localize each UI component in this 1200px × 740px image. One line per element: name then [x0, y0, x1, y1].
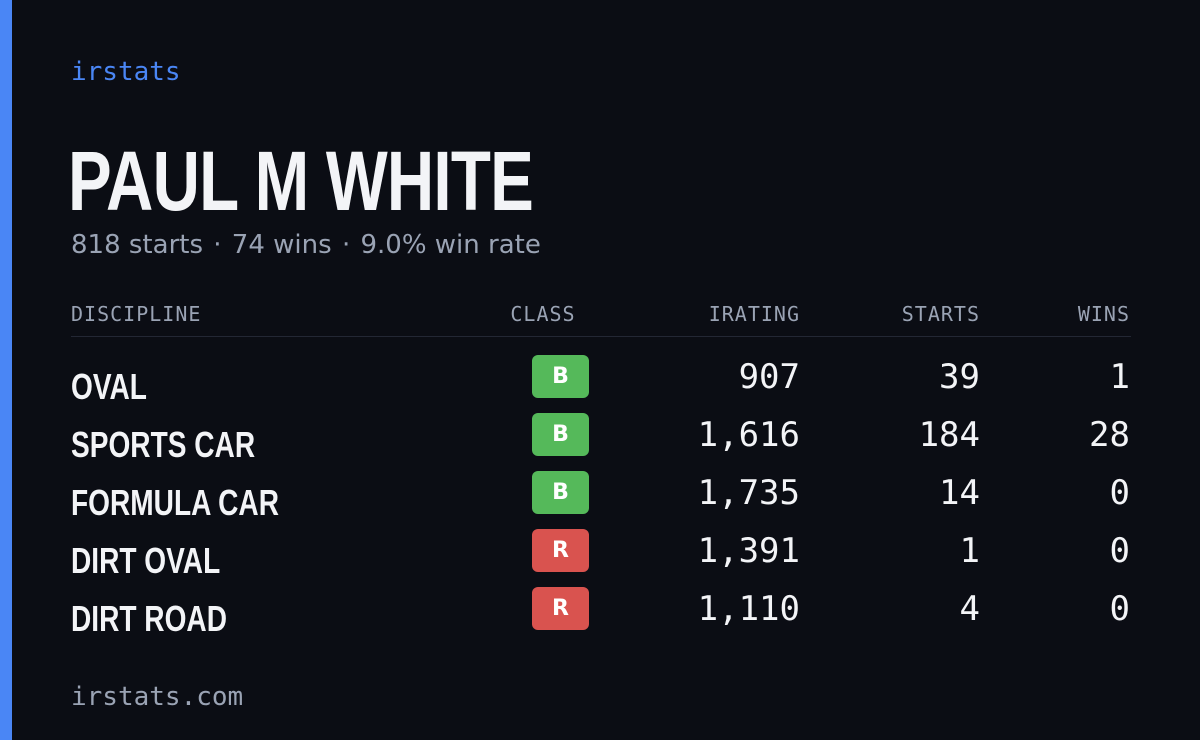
starts-count: 818 starts: [71, 230, 203, 260]
footer-url[interactable]: irstats.com: [71, 682, 244, 712]
table-header: DISCIPLINE CLASS IRATING STARTS WINS: [71, 296, 1131, 337]
header-discipline: DISCIPLINE: [71, 302, 202, 326]
class-badge: B: [532, 471, 589, 514]
table-row: DIRT ROAD R 1,110 4 0: [71, 585, 1131, 643]
brand-logo[interactable]: irstats: [71, 57, 181, 87]
irating-value: 907: [738, 357, 800, 397]
table-row: FORMULA CAR B 1,735 14 0: [71, 469, 1131, 527]
header-wins: WINS: [1077, 302, 1130, 326]
discipline-name: SPORTS CAR: [71, 424, 256, 465]
discipline-table: DISCIPLINE CLASS IRATING STARTS WINS OVA…: [71, 296, 1131, 643]
separator: ·: [213, 230, 222, 260]
class-badge: B: [532, 413, 589, 456]
table-row: OVAL B 907 39 1: [71, 353, 1131, 411]
class-badge: R: [532, 529, 589, 572]
driver-name: PAUL M WHITE: [68, 134, 534, 228]
class-badge: R: [532, 587, 589, 630]
discipline-name: DIRT ROAD: [71, 598, 227, 639]
irating-value: 1,616: [697, 415, 800, 455]
discipline-name: DIRT OVAL: [71, 540, 221, 581]
irating-value: 1,391: [697, 531, 800, 571]
header-irating: IRATING: [708, 302, 800, 326]
starts-value: 184: [918, 415, 980, 455]
driver-summary: 818 starts · 74 wins · 9.0% win rate: [71, 228, 541, 262]
discipline-name: OVAL: [71, 366, 147, 407]
table-row: SPORTS CAR B 1,616 184 28: [71, 411, 1131, 469]
starts-value: 1: [959, 531, 980, 571]
header-starts: STARTS: [901, 302, 980, 326]
starts-value: 14: [939, 473, 980, 513]
class-badge: B: [532, 355, 589, 398]
table-row: DIRT OVAL R 1,391 1 0: [71, 527, 1131, 585]
starts-value: 39: [939, 357, 980, 397]
irating-value: 1,735: [697, 473, 800, 513]
wins-value: 28: [1089, 415, 1130, 455]
wins-value: 0: [1109, 589, 1130, 629]
wins-count: 74 wins: [231, 230, 332, 260]
wins-value: 1: [1109, 357, 1130, 397]
starts-value: 4: [959, 589, 980, 629]
wins-value: 0: [1109, 473, 1130, 513]
discipline-name: FORMULA CAR: [71, 482, 279, 523]
win-rate: 9.0% win rate: [360, 230, 541, 260]
irating-value: 1,110: [697, 589, 800, 629]
header-class: CLASS: [510, 302, 576, 326]
wins-value: 0: [1109, 531, 1130, 571]
table-body: OVAL B 907 39 1 SPORTS CAR B 1,616 184 2…: [71, 353, 1131, 643]
accent-bar: [0, 0, 12, 740]
separator: ·: [341, 230, 351, 260]
